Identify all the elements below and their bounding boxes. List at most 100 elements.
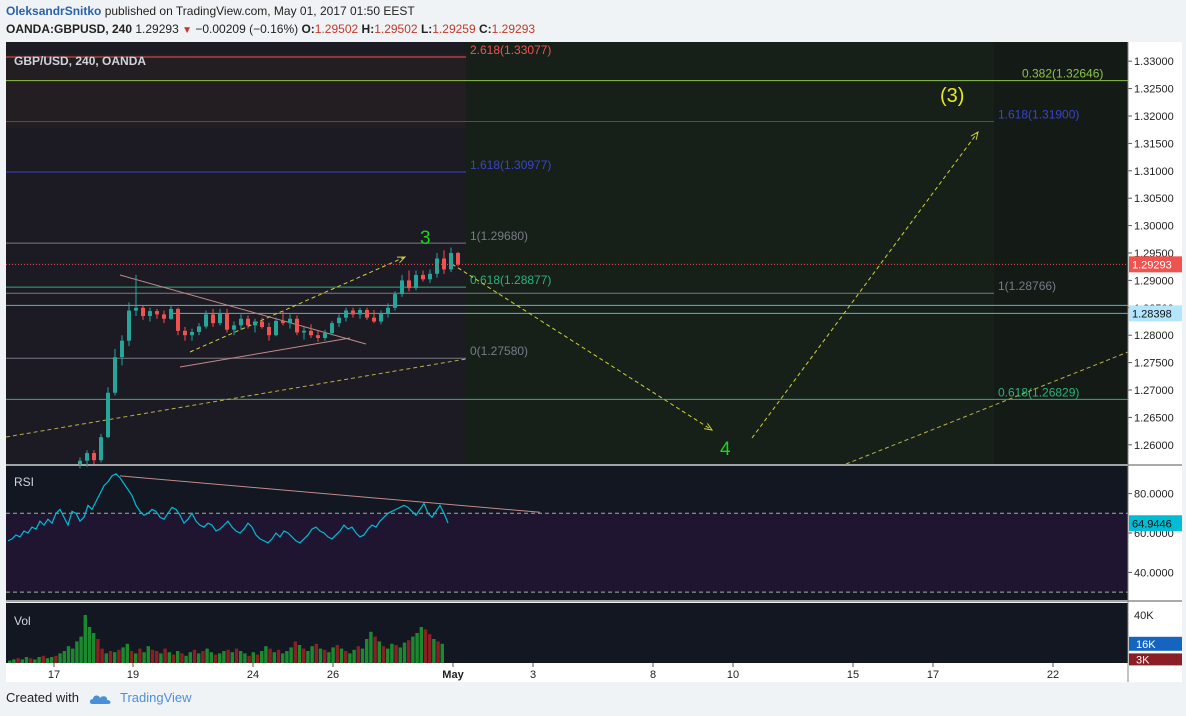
time-tick-label: 19 xyxy=(127,669,139,681)
price-tick-label: 1.28000 xyxy=(1134,330,1174,342)
fib-label: 0.382(1.32646) xyxy=(1022,67,1103,81)
price-change: −0.00209 (−0.16%) xyxy=(195,22,299,36)
candle-body xyxy=(218,313,222,324)
volume-bar xyxy=(33,659,37,663)
volume-bar xyxy=(20,659,24,663)
candle-body xyxy=(162,314,166,319)
candle-body xyxy=(421,274,425,280)
rsi-tick-label: 40.0000 xyxy=(1134,567,1174,579)
volume-bar xyxy=(415,633,419,663)
volume-bar xyxy=(356,646,360,663)
author-link[interactable]: OleksandrSnitko xyxy=(6,4,102,18)
candle-body xyxy=(302,330,306,333)
fib-label: 0.618(1.26829) xyxy=(998,385,1079,399)
volume-bar xyxy=(16,658,20,663)
volume-bar xyxy=(100,648,104,663)
volume-bar xyxy=(398,647,402,663)
volume-bar xyxy=(369,631,373,663)
candle-body xyxy=(316,335,320,338)
volume-bar xyxy=(251,652,255,663)
volume-bar xyxy=(360,648,365,663)
symbol-label: OANDA:GBPUSD, 240 xyxy=(6,22,133,36)
volume-bar xyxy=(272,652,276,663)
candle-body xyxy=(274,320,278,336)
volume-title: Vol xyxy=(14,614,31,628)
chart-canvas[interactable]: 2.618(1.33077) 1.618(1.30977) 1(1.29680) 0.… xyxy=(0,42,1186,682)
volume-bar xyxy=(289,647,293,663)
candle-body xyxy=(267,326,271,336)
volume-bar xyxy=(239,651,243,663)
candle-body xyxy=(211,314,215,324)
candle-body xyxy=(253,321,257,326)
tradingview-logo-icon xyxy=(89,695,111,704)
volume-bar xyxy=(423,629,428,663)
time-tick-label: 24 xyxy=(247,669,259,681)
volume-bar xyxy=(331,647,335,663)
volume-bar xyxy=(310,646,314,663)
candle-body xyxy=(183,330,187,336)
volume-bar xyxy=(327,652,331,663)
candle-body xyxy=(204,314,208,327)
level-marker-label: 1.28398 xyxy=(1132,308,1172,320)
time-tick-label: May xyxy=(442,669,464,681)
volume-bar xyxy=(302,648,306,663)
volume-bar xyxy=(62,651,66,663)
volume-bar xyxy=(247,655,251,663)
candle-body xyxy=(155,311,159,315)
volume-bar xyxy=(377,641,381,663)
arrow-head-icon xyxy=(396,256,407,264)
volume-bar xyxy=(297,645,302,663)
volume-bar xyxy=(314,643,318,663)
volume-bar xyxy=(167,652,171,663)
open-label: O: xyxy=(301,22,315,36)
price-tick-label: 1.26000 xyxy=(1134,440,1174,452)
time-tick-label: 26 xyxy=(327,669,339,681)
rsi-band xyxy=(6,513,1128,593)
created-with-text: Created with xyxy=(6,690,79,705)
price-tick-label: 1.27500 xyxy=(1134,358,1174,370)
volume-pane[interactable] xyxy=(6,603,1128,663)
volume-bar xyxy=(66,646,71,663)
volume-bar xyxy=(41,655,45,663)
volume-bar xyxy=(323,649,327,663)
volume-bar xyxy=(440,643,444,663)
channel-line xyxy=(5,358,467,438)
wave-label-3: 3 xyxy=(420,228,431,249)
candle-body xyxy=(295,318,299,333)
rsi-trendline xyxy=(119,475,541,513)
fib-label: 1(1.29680) xyxy=(470,229,528,243)
price-tick-label: 1.33000 xyxy=(1134,56,1174,68)
volume-bar xyxy=(129,651,134,663)
last-price-marker xyxy=(1129,256,1182,273)
candle-body xyxy=(309,330,313,336)
candle-body xyxy=(78,460,82,464)
volume-bar xyxy=(268,648,272,663)
volume-bar xyxy=(365,639,369,663)
level-marker xyxy=(1129,305,1182,322)
volume-bar xyxy=(8,660,12,663)
volume-bar xyxy=(159,653,163,663)
candle-body xyxy=(365,309,369,318)
candle-body xyxy=(330,323,334,334)
volume-bar xyxy=(92,633,96,663)
volume-bar xyxy=(71,648,75,663)
volume-bar xyxy=(201,651,205,663)
volume-bar xyxy=(407,640,411,663)
volume-bar xyxy=(45,658,50,663)
volume-bar xyxy=(96,639,100,663)
price-tick-label: 1.31000 xyxy=(1134,166,1174,178)
volume-bar xyxy=(386,648,390,663)
volume-bar xyxy=(436,641,440,663)
volume-bar xyxy=(29,658,33,663)
time-tick-label: 3 xyxy=(530,669,536,681)
volume-bar xyxy=(276,649,281,663)
tradingview-link[interactable]: TradingView xyxy=(120,690,192,705)
fib-label: 0.618(1.28877) xyxy=(470,273,551,287)
volume-bar xyxy=(197,653,201,663)
volume-bar xyxy=(138,648,142,663)
candle-body xyxy=(414,274,418,289)
time-axis[interactable] xyxy=(6,663,1128,682)
time-tick-label: 15 xyxy=(847,669,859,681)
price-axis[interactable] xyxy=(1128,42,1182,682)
trendline-lower xyxy=(179,337,351,368)
